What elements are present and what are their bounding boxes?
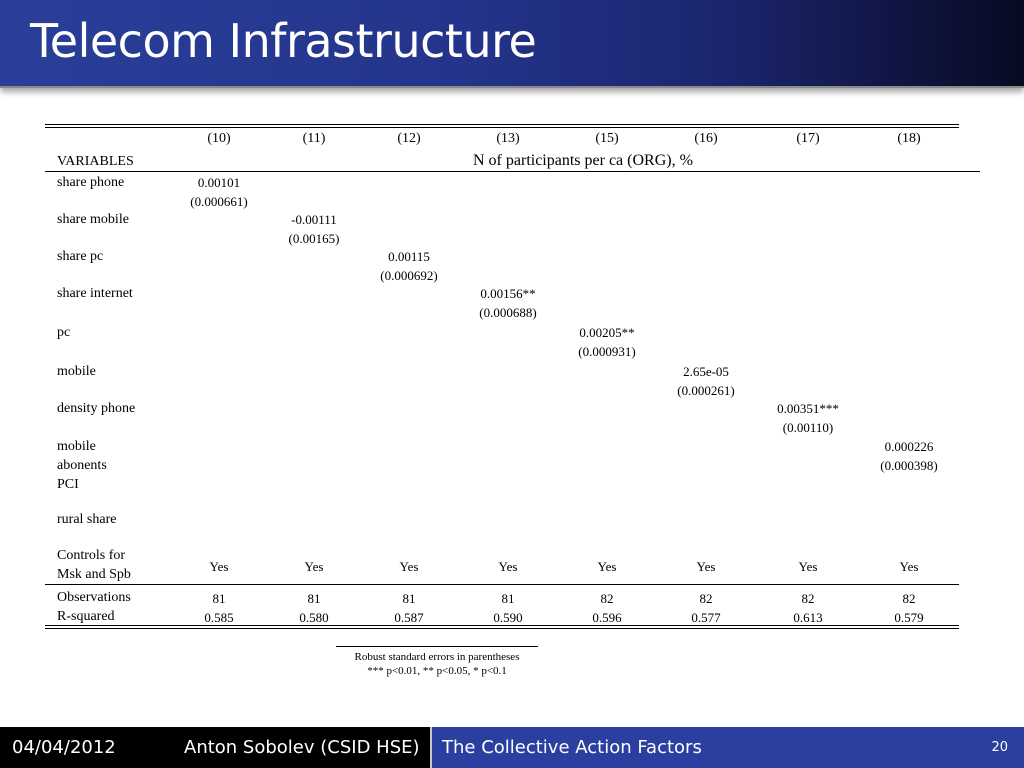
notes-rule [336, 646, 538, 647]
std-error-cell: (0.000931) [578, 344, 636, 359]
observations-cell: 82 [600, 591, 614, 606]
r-squared-cell: 0.577 [691, 610, 721, 625]
column-header: (17) [796, 131, 820, 146]
row-label: PCI [57, 477, 79, 492]
column-header: (18) [897, 131, 921, 146]
footer-author-box: Anton Sobolev (CSID HSE) [172, 727, 430, 768]
row-label: pc [57, 325, 71, 340]
controls-cell: Yes [696, 559, 716, 574]
note-robust-se: Robust standard errors in parentheses [354, 651, 520, 663]
coefficient-cell: 0.00205** [579, 325, 635, 340]
table-top-rule-2 [45, 127, 959, 128]
observations-label: Observations [57, 590, 131, 605]
table-notes: Robust standard errors in parentheses **… [336, 646, 538, 678]
column-header: (16) [694, 131, 718, 146]
column-header: (15) [595, 131, 619, 146]
footer-talk-box: The Collective Action Factors 20 [430, 727, 1024, 768]
row-label: density phone [57, 401, 136, 416]
row-label: mobile [57, 364, 96, 379]
dependent-variable-label: N of participants per ca (ORG), % [473, 152, 693, 169]
std-error-cell: (0.000661) [190, 194, 248, 209]
r-squared-cell: 0.580 [299, 610, 329, 625]
controls-cell: Yes [597, 559, 617, 574]
slide-title: Telecom Infrastructure [30, 14, 537, 68]
r-squared-cell: 0.613 [793, 610, 823, 625]
note-significance: *** p<0.01, ** p<0.05, * p<0.1 [367, 665, 507, 677]
coefficient-cell: 0.000226 [884, 439, 934, 454]
observations-cell: 82 [902, 591, 916, 606]
row-label: abonents [57, 458, 107, 473]
coefficient-cell: -0.00111 [291, 212, 337, 227]
coefficient-cell: 0.00101 [197, 175, 241, 190]
std-error-cell: (0.000398) [880, 458, 938, 473]
row-label: rural share [57, 512, 117, 527]
footer: 04/04/2012 Anton Sobolev (CSID HSE) The … [0, 727, 1024, 768]
controls-cell: Yes [899, 559, 919, 574]
bottom-rule-2 [45, 628, 959, 629]
footer-talk-title: The Collective Action Factors [442, 737, 702, 758]
variables-label: VARIABLES [57, 154, 134, 169]
footer-date: 04/04/2012 [12, 737, 116, 758]
observations-cell: 82 [801, 591, 815, 606]
slide-number: 20 [991, 740, 1008, 755]
coefficient-cell: 2.65e-05 [683, 364, 729, 379]
column-header: (10) [207, 131, 231, 146]
observations-cell: 82 [699, 591, 713, 606]
observations-cell: 81 [402, 591, 416, 606]
footer-date-box: 04/04/2012 [0, 727, 172, 768]
r-squared-cell: 0.587 [394, 610, 424, 625]
controls-label: Controls for [57, 548, 126, 563]
std-error-cell: (0.000688) [479, 305, 537, 320]
r-squared-cell: 0.579 [894, 610, 924, 625]
coefficient-cell: 0.00156** [480, 286, 536, 301]
footer-author: Anton Sobolev (CSID HSE) [184, 737, 420, 758]
r-squared-cell: 0.585 [204, 610, 234, 625]
controls-label: Msk and Spb [57, 567, 131, 582]
controls-cell: Yes [209, 559, 229, 574]
controls-cell: Yes [399, 559, 419, 574]
column-header: (11) [302, 131, 326, 146]
controls-cell: Yes [798, 559, 818, 574]
header-rule [45, 171, 980, 172]
regression-table: VARIABLES N of participants per ca (ORG)… [45, 124, 980, 636]
r-squared-cell: 0.596 [592, 610, 622, 625]
title-bar: Telecom Infrastructure [0, 0, 1024, 88]
controls-rule [45, 584, 959, 585]
std-error-cell: (0.00165) [288, 231, 340, 246]
coefficient-cell: 0.00351*** [777, 401, 839, 416]
std-error-cell: (0.000692) [380, 268, 438, 283]
column-header: (13) [496, 131, 520, 146]
observations-cell: 81 [501, 591, 515, 606]
row-label: share internet [57, 286, 133, 301]
table-top-rule [45, 124, 959, 125]
std-error-cell: (0.00110) [782, 420, 834, 435]
row-label: mobile [57, 439, 96, 454]
observations-cell: 81 [307, 591, 321, 606]
coefficient-cell: 0.00115 [388, 249, 430, 264]
bottom-rule [45, 625, 959, 626]
std-error-cell: (0.000261) [677, 383, 735, 398]
observations-cell: 81 [212, 591, 226, 606]
controls-cell: Yes [304, 559, 324, 574]
column-header: (12) [397, 131, 421, 146]
row-label: share mobile [57, 212, 129, 227]
row-label: share phone [57, 175, 125, 190]
controls-cell: Yes [498, 559, 518, 574]
r-squared-cell: 0.590 [493, 610, 523, 625]
row-label: share pc [57, 249, 104, 264]
r-squared-label: R-squared [57, 609, 115, 624]
